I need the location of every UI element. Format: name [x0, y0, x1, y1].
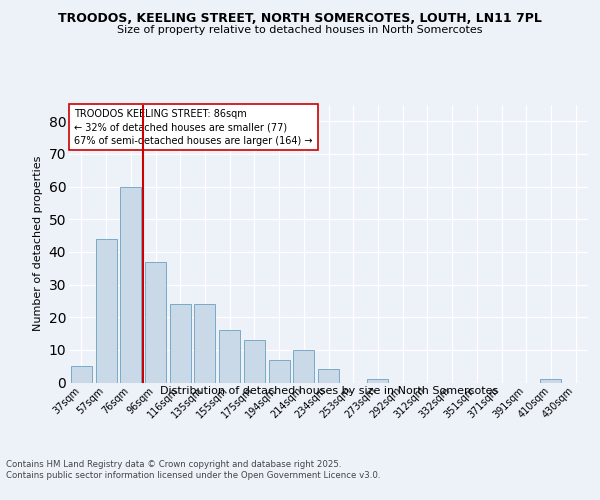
- Text: TROODOS KEELING STREET: 86sqm
← 32% of detached houses are smaller (77)
67% of s: TROODOS KEELING STREET: 86sqm ← 32% of d…: [74, 109, 313, 146]
- Bar: [367, 379, 388, 382]
- Bar: [219, 330, 240, 382]
- Bar: [269, 360, 290, 382]
- Bar: [71, 366, 92, 382]
- Y-axis label: Number of detached properties: Number of detached properties: [33, 156, 43, 332]
- Bar: [95, 239, 116, 382]
- Bar: [145, 262, 166, 382]
- Bar: [541, 379, 562, 382]
- Bar: [318, 370, 339, 382]
- Text: Contains public sector information licensed under the Open Government Licence v3: Contains public sector information licen…: [6, 471, 380, 480]
- Text: Size of property relative to detached houses in North Somercotes: Size of property relative to detached ho…: [117, 25, 483, 35]
- Text: TROODOS, KEELING STREET, NORTH SOMERCOTES, LOUTH, LN11 7PL: TROODOS, KEELING STREET, NORTH SOMERCOTE…: [58, 12, 542, 26]
- Bar: [120, 186, 141, 382]
- Bar: [194, 304, 215, 382]
- Bar: [170, 304, 191, 382]
- Bar: [293, 350, 314, 382]
- Text: Distribution of detached houses by size in North Somercotes: Distribution of detached houses by size …: [160, 386, 498, 396]
- Text: Contains HM Land Registry data © Crown copyright and database right 2025.: Contains HM Land Registry data © Crown c…: [6, 460, 341, 469]
- Bar: [244, 340, 265, 382]
